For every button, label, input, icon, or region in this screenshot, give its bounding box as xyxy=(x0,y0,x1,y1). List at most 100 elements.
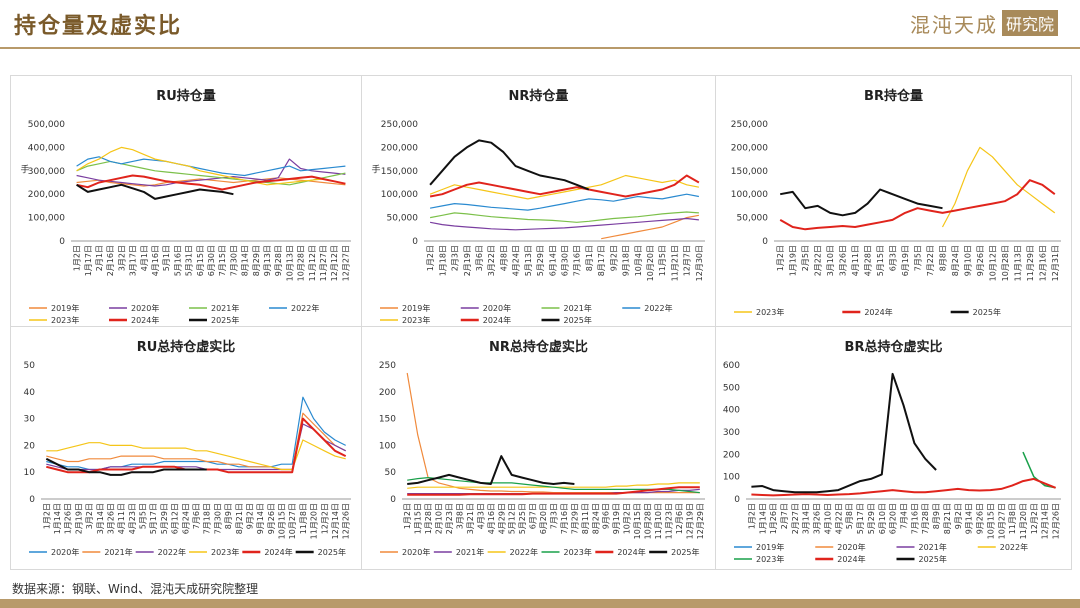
x-tick-label: 12月16日 xyxy=(1038,245,1047,281)
legend-label: 2025年 xyxy=(211,315,239,325)
y-tick-label: 50,000 xyxy=(387,214,419,224)
x-tick-label: 5月12日 xyxy=(508,503,517,534)
legend-label: 2024年 xyxy=(131,315,159,325)
y-tick-label: 40 xyxy=(24,388,36,398)
x-tick-label: 10月15日 xyxy=(633,503,642,539)
x-tick-label: 8月9日 xyxy=(224,503,233,529)
legend-label: 2025年 xyxy=(671,547,699,557)
legend-label: 2023年 xyxy=(756,307,784,317)
y-tick-label: 150,000 xyxy=(381,167,418,177)
x-tick-label: 1月2日 xyxy=(426,245,435,271)
legend-label: 2025年 xyxy=(973,307,1001,317)
x-tick-label: 6月19日 xyxy=(901,245,910,276)
x-tick-label: 10月13日 xyxy=(285,245,294,281)
x-tick-label: 9月14日 xyxy=(256,503,265,534)
x-tick-label: 4月16日 xyxy=(151,245,160,276)
y-tick-label: 100 xyxy=(379,441,396,451)
legend-label: 2020年 xyxy=(51,547,79,557)
chart-svg-ru-oi: RU持仓量 500,000 400,000 300,000 200,000 100,000… xyxy=(20,88,351,325)
x-tick-label: 3月10日 xyxy=(826,245,835,276)
x-tick-label: 6月12日 xyxy=(171,503,180,534)
y-tick-label: 0 xyxy=(29,495,35,505)
data-source: 数据来源：钢联、Wind、混沌天成研究院整理 xyxy=(12,582,259,596)
legend-label: 2019年 xyxy=(756,542,784,552)
x-tick-label: 1月2日 xyxy=(403,503,412,529)
x-tick-label: 6月3日 xyxy=(889,245,898,271)
chart-title: NR持仓量 xyxy=(509,88,569,104)
x-tick-label: 3月21日 xyxy=(466,503,475,534)
legend-label: 2024年 xyxy=(617,547,645,557)
x-tick-label: 1月2日 xyxy=(73,245,82,271)
legend-label: 2022年 xyxy=(291,303,319,313)
x-tick-label: 7月4日 xyxy=(900,503,909,529)
x-tick-label: 2月10日 xyxy=(435,503,444,534)
logo-text: 混沌天成 xyxy=(909,12,998,37)
y-tick-label: 50 xyxy=(385,468,397,478)
x-tick-label: 5月17日 xyxy=(149,503,158,534)
x-tick-label: 6月24日 xyxy=(181,503,190,534)
series-line-2022年 xyxy=(76,156,346,177)
x-tick-label: 9月26日 xyxy=(267,503,276,534)
logo-box: 研究院 xyxy=(1001,10,1058,36)
x-tick-label: 6月30日 xyxy=(207,245,216,276)
series-line-2021年 xyxy=(429,211,699,223)
legend-label: 2025年 xyxy=(564,315,592,325)
x-tick-label: 12月26日 xyxy=(1052,503,1061,539)
x-tick-label: 9月26日 xyxy=(976,245,985,276)
x-tick-label: 8月14日 xyxy=(241,245,250,276)
x-tick-label: 7月16日 xyxy=(560,503,569,534)
x-tick-label: 1月2日 xyxy=(747,503,756,529)
x-tick-label: 9月2日 xyxy=(245,503,254,529)
legend-label: 2019年 xyxy=(402,303,430,313)
x-tick-label: 3月26日 xyxy=(813,503,822,534)
legend-label: 2019年 xyxy=(51,303,79,313)
x-tick-label: 10月28日 xyxy=(297,245,306,281)
legend-label: 2020年 xyxy=(837,542,865,552)
x-tick-label: 11月8日 xyxy=(1008,503,1017,534)
x-tick-label: 5月5日 xyxy=(139,503,148,529)
x-tick-label: 3月6日 xyxy=(475,245,484,271)
header-divider xyxy=(0,47,1080,49)
chart-panel-br-ratio: BR总持仓虚实比 600 500 400 300 200 100 0 1月2日 1月14日 1月26… xyxy=(715,326,1072,570)
x-tick-label: 3月14日 xyxy=(96,503,105,534)
x-tick-label: 4月23日 xyxy=(128,503,137,534)
x-tick-label: 11月12日 xyxy=(308,245,317,281)
y-tick-label: 20 xyxy=(24,441,36,451)
x-tick-label: 12月30日 xyxy=(695,245,704,281)
y-tick-label: 200 xyxy=(723,450,740,460)
x-tick-label: 10月28日 xyxy=(1001,245,1010,281)
x-tick-label: 1月14日 xyxy=(53,503,62,534)
x-tick-label: 7月28日 xyxy=(921,503,930,534)
x-tick-label: 1月17日 xyxy=(84,245,93,276)
legend-label: 2024年 xyxy=(264,547,292,557)
x-tick-label: 1月15日 xyxy=(414,503,423,534)
x-tick-label: 9月18日 xyxy=(622,245,631,276)
x-tick-label: 9月14日 xyxy=(965,503,974,534)
x-tick-label: 2月22日 xyxy=(814,245,823,276)
x-tick-label: 11月21日 xyxy=(670,245,679,281)
x-tick-label: 2月3日 xyxy=(451,245,460,271)
y-tick-label: 0 xyxy=(390,495,396,505)
y-tick-label: 200,000 xyxy=(381,143,418,153)
x-tick-label: 12月2日 xyxy=(1030,503,1039,534)
x-tick-label: 2月19日 xyxy=(74,503,83,534)
y-tick-label: 200 xyxy=(379,388,396,398)
x-tick-label: 7月3日 xyxy=(550,503,559,529)
x-tick-label: 12月29日 xyxy=(696,503,705,539)
x-tick-label: 4月28日 xyxy=(864,245,873,276)
series-line-2020年 xyxy=(429,217,699,231)
series-line-2022年 xyxy=(429,193,700,211)
x-tick-label: 10月28日 xyxy=(644,503,653,539)
x-tick-label: 11月23日 xyxy=(664,503,673,539)
footer-bar xyxy=(0,599,1080,608)
x-tick-label: 8月17日 xyxy=(597,245,606,276)
x-tick-label: 6月10日 xyxy=(878,503,887,534)
y-tick-label: 400,000 xyxy=(28,143,65,153)
x-tick-label: 6月7日 xyxy=(529,503,538,529)
y-axis-label: 手 xyxy=(20,164,29,176)
x-tick-label: 11月29日 xyxy=(1026,245,1035,281)
y-tick-label: 150 xyxy=(379,415,396,425)
x-tick-label: 4月8日 xyxy=(499,245,508,271)
legend-label: 2021年 xyxy=(456,547,484,557)
x-tick-label: 9月10日 xyxy=(963,245,972,276)
